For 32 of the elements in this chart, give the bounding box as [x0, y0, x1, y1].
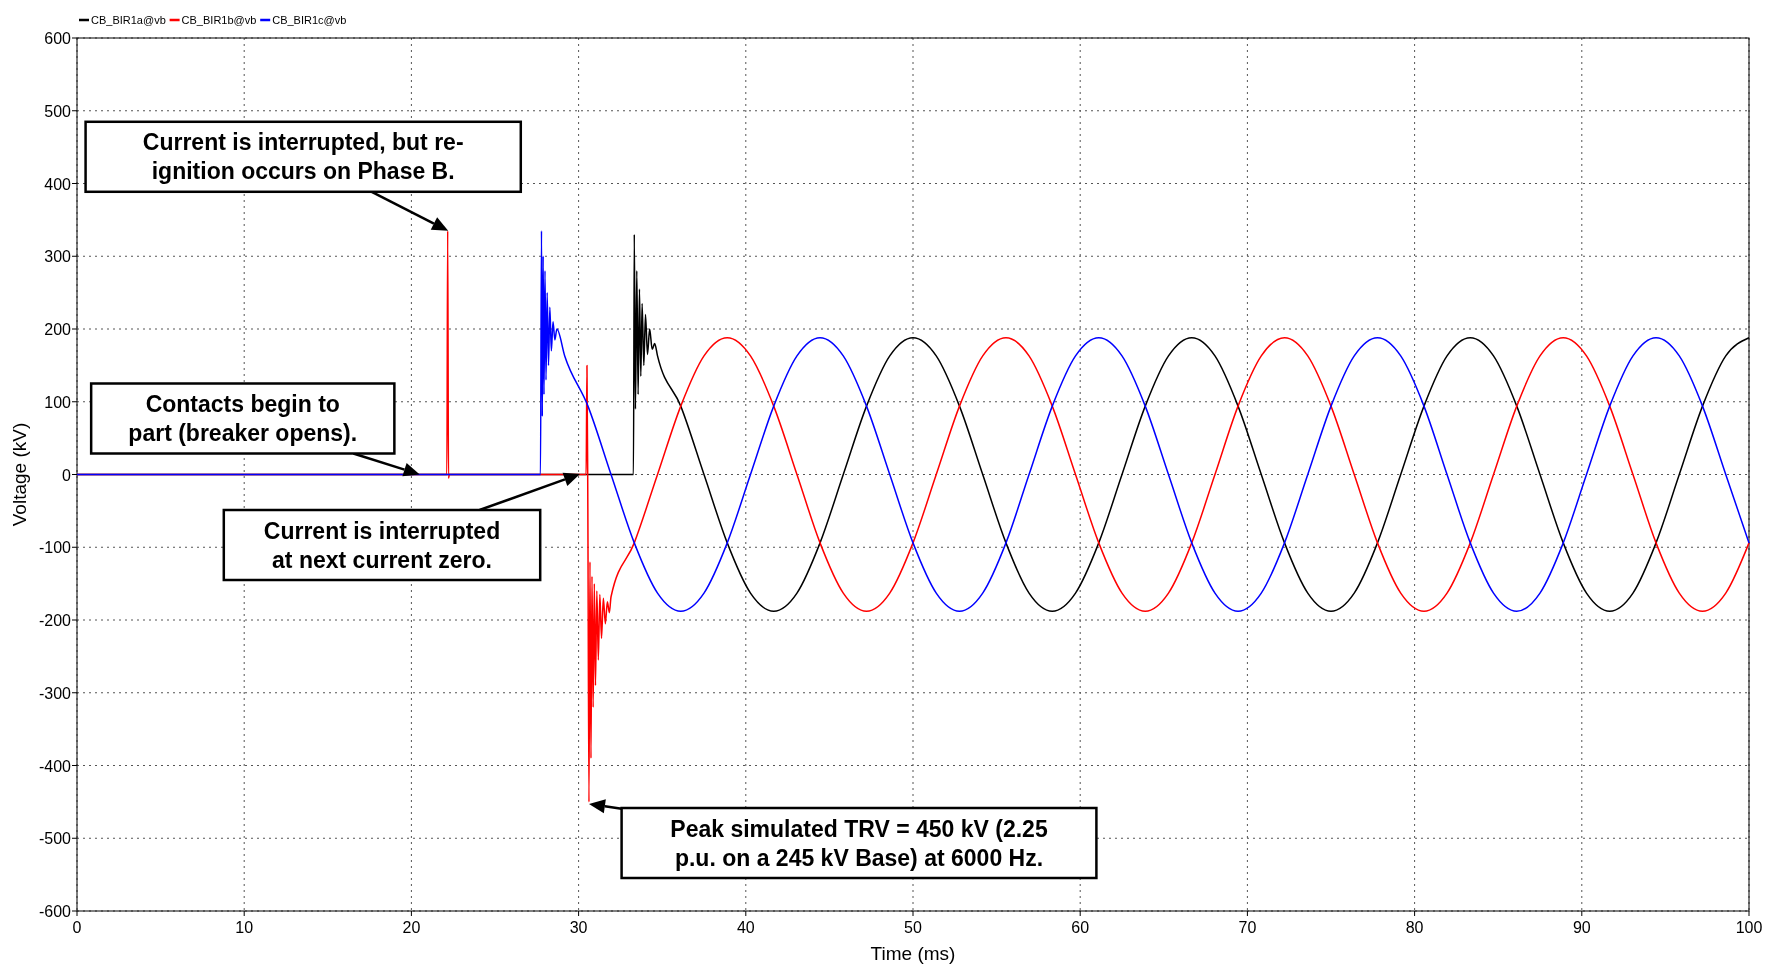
- x-tick-label: 10: [235, 919, 254, 936]
- y-tick-label: -200: [38, 612, 72, 629]
- y-tick-label: 100: [44, 393, 72, 411]
- y-tick-label: 500: [44, 102, 72, 120]
- x-tick-label: 70: [1238, 919, 1257, 936]
- legend-label: CB_BIR1a@vb: [91, 14, 166, 26]
- y-tick-label: -100: [38, 539, 72, 557]
- x-tick-label: 30: [569, 919, 588, 936]
- annotation: Contacts begin to part (breaker opens).: [128, 391, 358, 446]
- annotation: Current is interrupted at next current zero.: [263, 517, 501, 573]
- x-tick-label: 60: [1071, 919, 1090, 936]
- x-tick-label: 40: [736, 919, 755, 936]
- y-tick-label: -300: [38, 684, 72, 702]
- x-tick-label: 90: [1572, 919, 1591, 936]
- annotation: Peak simulated TRV = 450 kV (2.25 p.u. on a 245 kV Base) at 6000 Hz.: [670, 815, 1048, 871]
- y-tick-label: 0: [62, 466, 72, 484]
- y-tick-label: -600: [38, 903, 72, 920]
- x-tick-label: 50: [904, 919, 922, 936]
- y-tick-label: 600: [44, 30, 72, 47]
- annotation: Current is interrupted, but re- ignition occurs on Phase B.: [142, 129, 464, 185]
- x-axis-title: Time (ms): [870, 943, 956, 964]
- y-tick-label: 300: [44, 248, 72, 266]
- y-tick-label: -500: [38, 830, 72, 848]
- y-tick-label: 200: [44, 321, 72, 338]
- x-tick-label: 100: [1735, 919, 1763, 936]
- x-tick-label: 20: [402, 919, 421, 936]
- y-axis-title: Voltage (kV): [9, 422, 30, 527]
- x-tick-label: 80: [1405, 919, 1424, 936]
- legend-label: CB_BIR1c@vb: [272, 14, 347, 26]
- y-tick-label: 400: [44, 175, 72, 193]
- legend-label: CB_BIR1b@vb: [181, 14, 257, 26]
- y-tick-label: -400: [38, 757, 72, 775]
